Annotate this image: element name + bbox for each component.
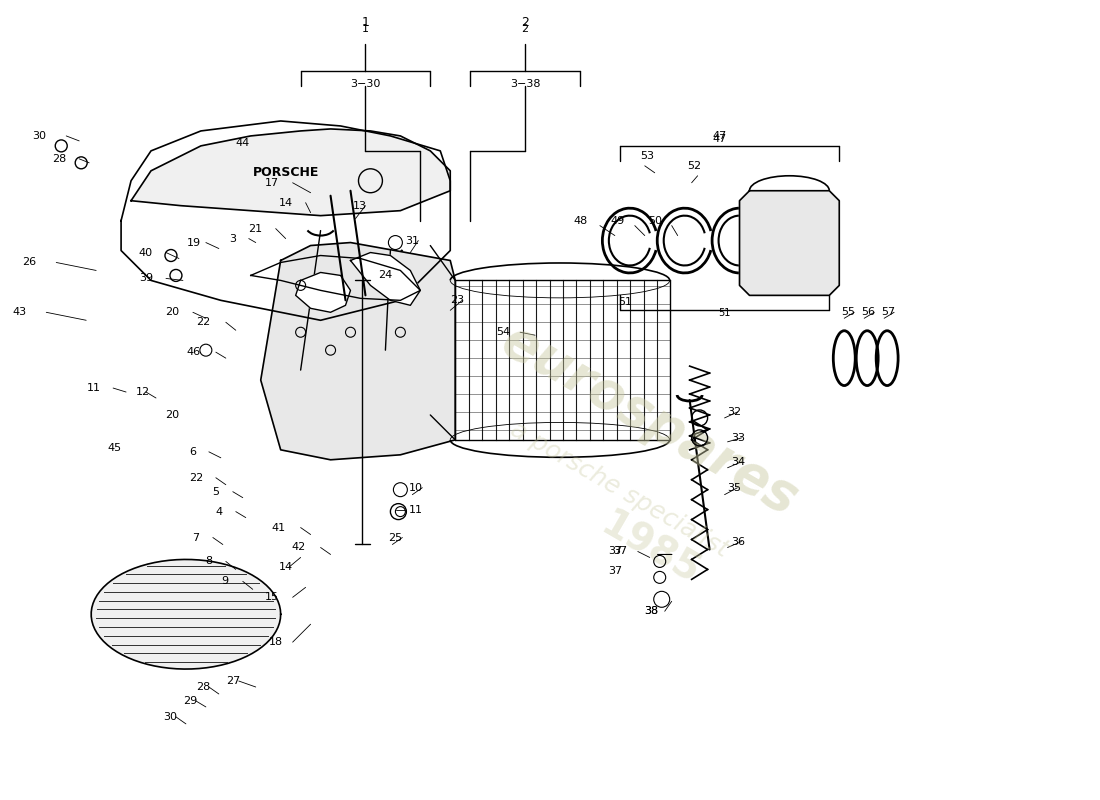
Text: 34: 34 xyxy=(732,457,746,466)
Text: 1985: 1985 xyxy=(593,506,706,593)
Text: 12: 12 xyxy=(136,387,151,397)
Text: 1: 1 xyxy=(362,24,369,34)
Polygon shape xyxy=(91,559,280,669)
Text: 30: 30 xyxy=(163,712,177,722)
Text: 3−38: 3−38 xyxy=(509,79,540,89)
Text: 7: 7 xyxy=(191,533,199,542)
Text: 48: 48 xyxy=(574,216,587,226)
Text: 22: 22 xyxy=(197,318,211,327)
Text: 11: 11 xyxy=(408,505,422,514)
Text: 22: 22 xyxy=(188,473,202,482)
Text: 20: 20 xyxy=(165,307,179,318)
Text: 2: 2 xyxy=(521,16,529,30)
Text: 44: 44 xyxy=(235,138,250,148)
Polygon shape xyxy=(261,242,455,460)
Text: 14: 14 xyxy=(278,198,293,208)
Text: 17: 17 xyxy=(265,178,278,188)
Text: 32: 32 xyxy=(727,407,741,417)
Text: 28: 28 xyxy=(196,682,210,692)
Text: 27: 27 xyxy=(226,676,240,686)
Text: 52: 52 xyxy=(688,161,702,171)
Text: 19: 19 xyxy=(187,238,201,247)
Text: PORSCHE: PORSCHE xyxy=(253,166,319,179)
Text: 46: 46 xyxy=(187,347,201,357)
Text: 37: 37 xyxy=(607,546,621,557)
Text: 28: 28 xyxy=(52,154,66,164)
Text: 40: 40 xyxy=(139,247,153,258)
Text: 41: 41 xyxy=(272,522,286,533)
Text: 56: 56 xyxy=(861,307,876,318)
Text: 55: 55 xyxy=(842,307,856,318)
Text: 45: 45 xyxy=(107,443,121,453)
Text: 14: 14 xyxy=(278,562,293,573)
Text: 13: 13 xyxy=(352,201,366,210)
Text: 47: 47 xyxy=(713,131,727,141)
Text: 50: 50 xyxy=(648,216,662,226)
Text: 5: 5 xyxy=(212,486,219,497)
Polygon shape xyxy=(296,273,351,312)
Text: 35: 35 xyxy=(727,482,741,493)
Polygon shape xyxy=(739,190,839,295)
Text: 29: 29 xyxy=(183,696,197,706)
Text: 10: 10 xyxy=(408,482,422,493)
Text: 51: 51 xyxy=(618,298,631,307)
Text: 24: 24 xyxy=(378,270,393,281)
Text: 33: 33 xyxy=(732,433,746,443)
Polygon shape xyxy=(351,253,420,306)
Text: 53: 53 xyxy=(640,151,653,161)
Text: 3: 3 xyxy=(229,234,235,243)
Text: eurospares: eurospares xyxy=(493,314,807,526)
Text: 4: 4 xyxy=(216,506,223,517)
Text: 43: 43 xyxy=(12,307,26,318)
Text: 8: 8 xyxy=(206,557,213,566)
Text: 31: 31 xyxy=(406,235,419,246)
Text: 51: 51 xyxy=(718,308,730,318)
Text: 49: 49 xyxy=(610,216,625,226)
Text: 36: 36 xyxy=(732,537,746,546)
Text: 9: 9 xyxy=(222,576,229,586)
Text: 38: 38 xyxy=(645,606,659,616)
Polygon shape xyxy=(131,129,450,216)
Text: 39: 39 xyxy=(139,274,153,283)
Text: 1: 1 xyxy=(362,16,370,30)
Text: 18: 18 xyxy=(268,637,283,647)
Text: 54: 54 xyxy=(496,327,510,338)
Text: 20: 20 xyxy=(165,410,179,420)
Text: 3−30: 3−30 xyxy=(350,79,381,89)
Text: 11: 11 xyxy=(87,383,101,393)
Text: 37: 37 xyxy=(614,546,628,557)
Text: 57: 57 xyxy=(881,307,895,318)
Text: 2: 2 xyxy=(521,24,529,34)
Text: 21: 21 xyxy=(249,223,263,234)
Text: a porsche specialist: a porsche specialist xyxy=(506,418,734,562)
Text: 23: 23 xyxy=(450,295,464,306)
Text: 15: 15 xyxy=(265,592,278,602)
Text: 38: 38 xyxy=(645,606,659,616)
Text: 37: 37 xyxy=(607,566,621,577)
Text: 6: 6 xyxy=(189,447,196,457)
Text: 30: 30 xyxy=(32,131,46,141)
Text: 26: 26 xyxy=(22,258,36,267)
Text: 42: 42 xyxy=(292,542,306,553)
Text: 47: 47 xyxy=(713,134,727,144)
Text: 25: 25 xyxy=(388,533,403,542)
